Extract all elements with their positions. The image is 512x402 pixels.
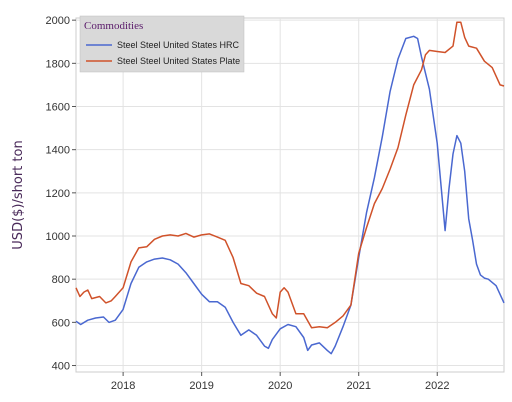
- y-tick-label: 1000: [46, 231, 70, 243]
- x-tick-label: 2021: [346, 380, 370, 392]
- y-tick-label: 2000: [46, 15, 70, 27]
- y-axis-ticks: 400 600 800 1000 1200 1400 1600 1800 2000: [46, 15, 76, 373]
- plot-area: [75, 17, 505, 373]
- y-tick-label: 600: [52, 317, 70, 329]
- x-tick-label: 2018: [111, 380, 135, 392]
- y-tick-label: 1400: [46, 145, 70, 157]
- y-tick-label: 800: [52, 274, 70, 286]
- legend-label-plate: Steel Steel United States Plate: [117, 56, 240, 66]
- y-tick-label: 1600: [46, 102, 70, 114]
- y-tick-label: 1800: [46, 58, 70, 70]
- x-tick-label: 2020: [268, 380, 292, 392]
- x-tick-label: 2019: [189, 380, 213, 392]
- legend-title: Commodities: [84, 20, 143, 32]
- x-axis-ticks: 2018 2019 2020 2021 2022: [111, 372, 449, 392]
- legend-box: [79, 15, 245, 73]
- legend: Commodities Steel Steel United States HR…: [79, 15, 245, 73]
- series-line-hrc: [75, 35, 505, 355]
- y-tick-label: 400: [52, 361, 70, 373]
- x-tick-label: 2022: [425, 380, 449, 392]
- y-axis-title: USD($)/short ton: [11, 140, 26, 249]
- series-lines: [75, 21, 505, 355]
- series-line-plate: [75, 21, 505, 329]
- legend-label-hrc: Steel Steel United States HRC: [117, 40, 240, 50]
- y-tick-label: 1200: [46, 188, 70, 200]
